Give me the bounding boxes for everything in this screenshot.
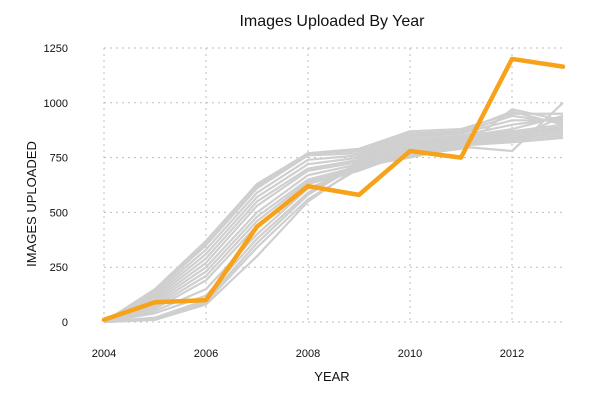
background-series-line-14 bbox=[103, 136, 564, 324]
x-tick-label: 2004 bbox=[92, 348, 116, 360]
y-axis-label: IMAGES UPLOADED bbox=[24, 141, 39, 267]
y-tick-label: 0 bbox=[62, 317, 68, 329]
background-series-line-13 bbox=[103, 108, 564, 324]
highlight-series-line bbox=[101, 56, 566, 323]
chart-title: Images Uploaded By Year bbox=[239, 13, 425, 30]
x-tick-label: 2008 bbox=[296, 348, 320, 360]
background-series-line-12 bbox=[103, 102, 564, 324]
y-tick-label: 1250 bbox=[44, 43, 68, 55]
y-tick-label: 750 bbox=[50, 153, 68, 165]
x-tick-label: 2010 bbox=[398, 348, 422, 360]
x-axis-label: YEAR bbox=[314, 369, 349, 384]
highlight-series-line-group bbox=[101, 56, 566, 323]
background-series-line-6 bbox=[103, 128, 564, 324]
background-series-line-2 bbox=[103, 119, 563, 323]
y-tick-label: 1000 bbox=[44, 98, 68, 110]
background-series-line-4 bbox=[103, 114, 564, 323]
x-axis-ticks: 2004 2006 2008 2010 2012 bbox=[92, 348, 524, 360]
background-series-line-15 bbox=[103, 112, 563, 323]
x-tick-label: 2006 bbox=[194, 348, 218, 360]
background-series-line-5 bbox=[103, 123, 564, 324]
y-tick-label: 250 bbox=[50, 262, 68, 274]
y-axis-ticks: 0 250 500 750 1000 1250 bbox=[44, 43, 68, 329]
y-tick-label: 500 bbox=[50, 207, 68, 219]
x-tick-label: 2012 bbox=[500, 348, 524, 360]
